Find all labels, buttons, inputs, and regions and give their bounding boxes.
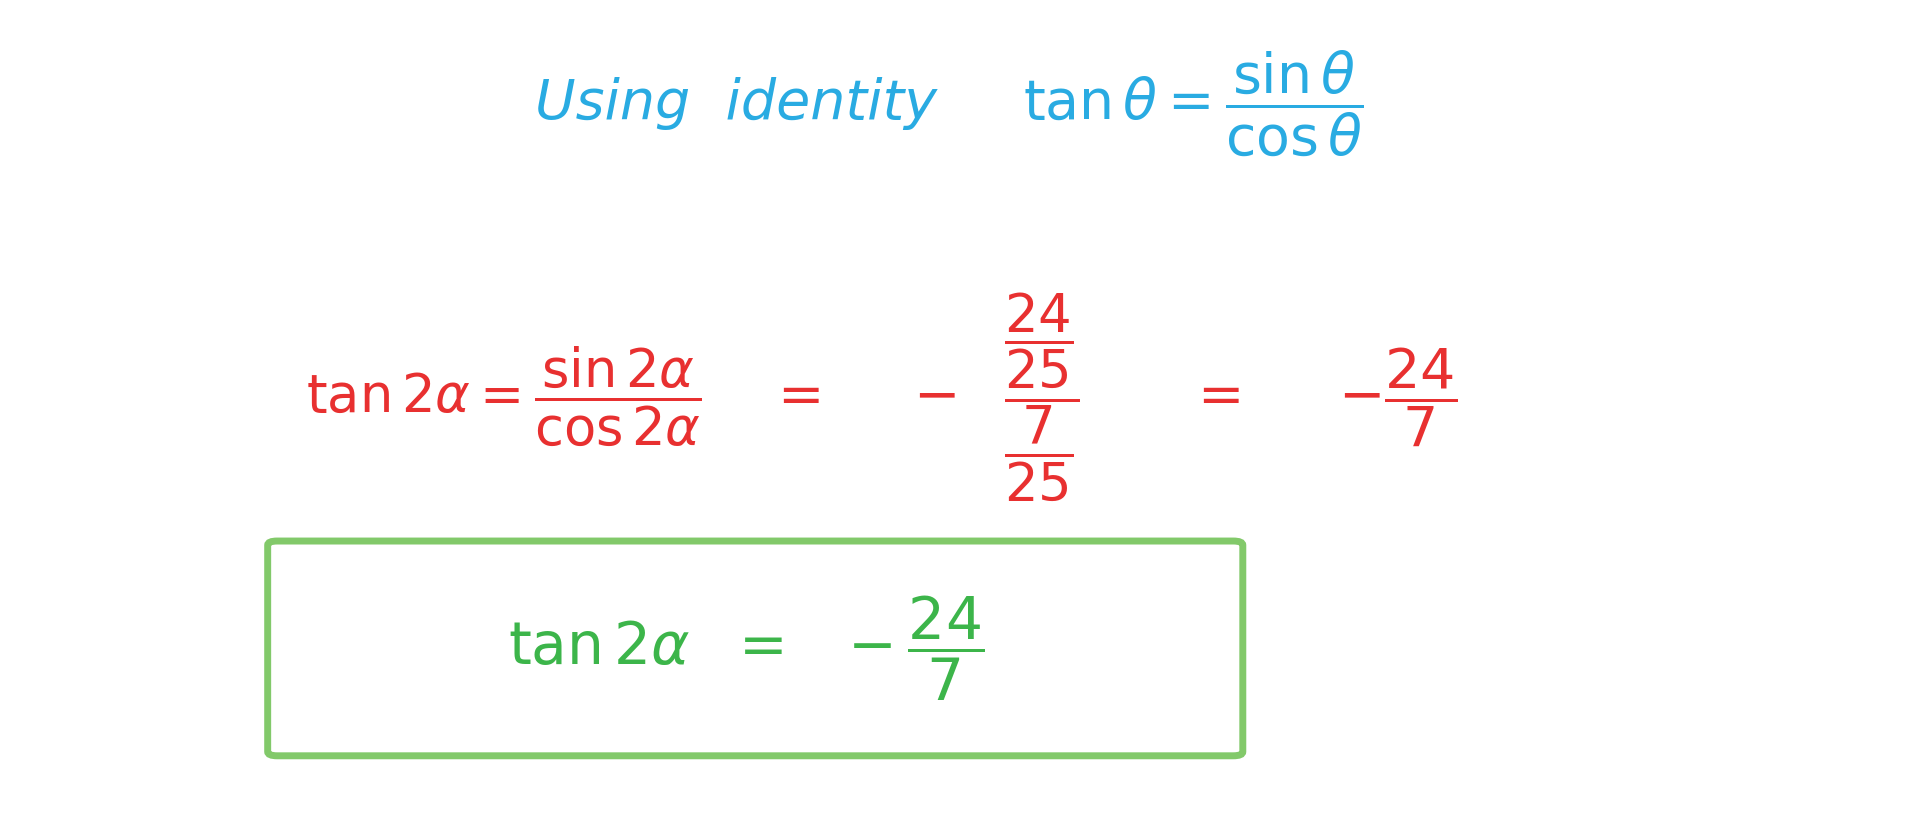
Text: Using  identity: Using identity	[535, 77, 937, 130]
Text: $\dfrac{\dfrac{24}{25}}{\dfrac{7}{25}}$: $\dfrac{\dfrac{24}{25}}{\dfrac{7}{25}}$	[1004, 290, 1080, 503]
Text: $\tan 2\alpha = \dfrac{\sin 2\alpha}{\cos 2\alpha}$: $\tan 2\alpha = \dfrac{\sin 2\alpha}{\co…	[306, 344, 702, 449]
Text: $=$: $=$	[767, 369, 820, 424]
FancyBboxPatch shape	[268, 541, 1243, 756]
Text: $-$: $-$	[914, 369, 956, 424]
Text: $-\dfrac{24}{7}$: $-\dfrac{24}{7}$	[1338, 345, 1457, 448]
Text: $\tan\theta = \dfrac{\sin\theta}{\cos\theta}$: $\tan\theta = \dfrac{\sin\theta}{\cos\th…	[1023, 49, 1363, 158]
Text: $=$: $=$	[1187, 369, 1241, 424]
Text: $\tan 2\alpha \ \ = \ \ -\dfrac{24}{7}$: $\tan 2\alpha \ \ = \ \ -\dfrac{24}{7}$	[507, 594, 985, 703]
